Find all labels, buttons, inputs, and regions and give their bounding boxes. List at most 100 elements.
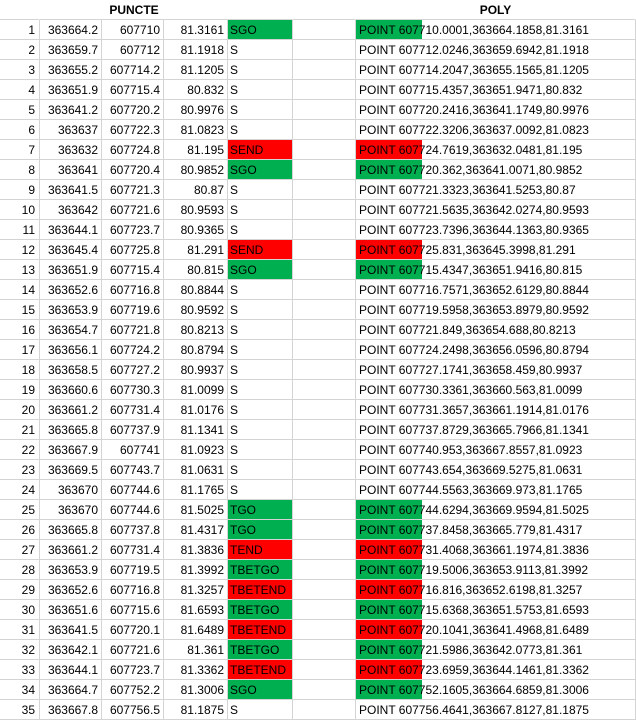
puncte-y-cell[interactable]: 363644.1 — [40, 220, 102, 240]
poly-cell[interactable]: POINT 607744.5563,363669.973,81.1765 — [356, 480, 636, 500]
puncte-x-cell[interactable]: 607752.2 — [102, 680, 164, 700]
puncte-y-cell[interactable]: 363670 — [40, 480, 102, 500]
row-number-cell[interactable]: 20 — [0, 400, 40, 420]
row-number-cell[interactable]: 2 — [0, 40, 40, 60]
code-cell[interactable]: SGO — [228, 20, 293, 40]
puncte-y-cell[interactable]: 363659.7 — [40, 40, 102, 60]
row-number-cell[interactable]: 13 — [0, 260, 40, 280]
row-number-cell[interactable]: 35 — [0, 700, 40, 720]
puncte-z-cell[interactable]: 81.3161 — [164, 20, 228, 40]
poly-cell[interactable]: POINT 607719.5006,363653.9113,81.3992 — [356, 560, 636, 580]
code-cell[interactable]: TBETGO — [228, 640, 293, 660]
puncte-y-cell[interactable]: 363642.1 — [40, 640, 102, 660]
empty-cell[interactable] — [293, 340, 356, 360]
empty-cell[interactable] — [293, 220, 356, 240]
poly-cell[interactable]: POINT 607731.3657,363661.1914,81.0176 — [356, 400, 636, 420]
empty-cell[interactable] — [293, 680, 356, 700]
row-number-cell[interactable]: 29 — [0, 580, 40, 600]
code-cell[interactable]: S — [228, 380, 293, 400]
puncte-x-cell[interactable]: 607727.2 — [102, 360, 164, 380]
code-cell[interactable]: SEND — [228, 140, 293, 160]
poly-cell[interactable]: POINT 607721.5986,363642.0773,81.361 — [356, 640, 636, 660]
puncte-x-cell[interactable]: 607721.6 — [102, 200, 164, 220]
empty-cell[interactable] — [293, 40, 356, 60]
row-number-cell[interactable]: 16 — [0, 320, 40, 340]
empty-header-cell[interactable] — [228, 0, 293, 20]
row-number-cell[interactable]: 14 — [0, 280, 40, 300]
puncte-y-cell[interactable]: 363665.8 — [40, 520, 102, 540]
empty-cell[interactable] — [293, 280, 356, 300]
poly-cell[interactable]: POINT 607756.4641,363667.8127,81.1875 — [356, 700, 636, 720]
poly-cell[interactable]: POINT 607715.4347,363651.9416,80.815 — [356, 260, 636, 280]
puncte-z-cell[interactable]: 80.8844 — [164, 280, 228, 300]
row-number-cell[interactable]: 7 — [0, 140, 40, 160]
puncte-x-cell[interactable]: 607710 — [102, 20, 164, 40]
puncte-y-cell[interactable]: 363651.6 — [40, 600, 102, 620]
puncte-y-cell[interactable]: 363644.1 — [40, 660, 102, 680]
empty-header-cell[interactable] — [293, 0, 356, 20]
puncte-z-cell[interactable]: 81.361 — [164, 640, 228, 660]
code-cell[interactable]: S — [228, 280, 293, 300]
empty-cell[interactable] — [293, 440, 356, 460]
poly-cell[interactable]: POINT 607737.8729,363665.7966,81.1341 — [356, 420, 636, 440]
empty-cell[interactable] — [293, 120, 356, 140]
poly-cell[interactable]: POINT 607743.654,363669.5275,81.0631 — [356, 460, 636, 480]
puncte-x-cell[interactable]: 607724.8 — [102, 140, 164, 160]
code-cell[interactable]: S — [228, 400, 293, 420]
poly-cell[interactable]: POINT 607731.4068,363661.1974,81.3836 — [356, 540, 636, 560]
puncte-z-cell[interactable]: 81.0631 — [164, 460, 228, 480]
puncte-z-cell[interactable]: 81.0176 — [164, 400, 228, 420]
empty-cell[interactable] — [293, 580, 356, 600]
poly-cell[interactable]: POINT 607719.5958,363653.8979,80.9592 — [356, 300, 636, 320]
empty-cell[interactable] — [293, 260, 356, 280]
puncte-y-cell[interactable]: 363660.6 — [40, 380, 102, 400]
puncte-y-cell[interactable]: 363642 — [40, 200, 102, 220]
puncte-z-cell[interactable]: 80.87 — [164, 180, 228, 200]
puncte-x-cell[interactable]: 607721.3 — [102, 180, 164, 200]
poly-cell[interactable]: POINT 607712.0246,363659.6942,81.1918 — [356, 40, 636, 60]
code-cell[interactable]: S — [228, 440, 293, 460]
row-number-cell[interactable]: 15 — [0, 300, 40, 320]
poly-cell[interactable]: POINT 607721.3323,363641.5253,80.87 — [356, 180, 636, 200]
row-number-cell[interactable]: 24 — [0, 480, 40, 500]
code-cell[interactable]: TBETGO — [228, 560, 293, 580]
empty-cell[interactable] — [293, 640, 356, 660]
empty-cell[interactable] — [293, 320, 356, 340]
puncte-z-cell[interactable]: 80.8794 — [164, 340, 228, 360]
poly-cell[interactable]: POINT 607727.1741,363658.459,80.9937 — [356, 360, 636, 380]
poly-cell[interactable]: POINT 607725.831,363645.3998,81.291 — [356, 240, 636, 260]
poly-cell[interactable]: POINT 607724.2498,363656.0596,80.8794 — [356, 340, 636, 360]
empty-cell[interactable] — [293, 300, 356, 320]
empty-cell[interactable] — [293, 500, 356, 520]
empty-cell[interactable] — [293, 660, 356, 680]
puncte-z-cell[interactable]: 81.1205 — [164, 60, 228, 80]
poly-cell[interactable]: POINT 607716.7571,363652.6129,80.8844 — [356, 280, 636, 300]
code-cell[interactable]: S — [228, 100, 293, 120]
puncte-x-cell[interactable]: 607741 — [102, 440, 164, 460]
puncte-y-cell[interactable]: 363653.9 — [40, 300, 102, 320]
puncte-x-cell[interactable]: 607712 — [102, 40, 164, 60]
poly-cell[interactable]: POINT 607730.3361,363660.563,81.0099 — [356, 380, 636, 400]
puncte-y-cell[interactable]: 363661.2 — [40, 400, 102, 420]
puncte-x-cell[interactable]: 607731.4 — [102, 540, 164, 560]
poly-cell[interactable]: POINT 607724.7619,363632.0481,81.195 — [356, 140, 636, 160]
puncte-z-cell[interactable]: 81.0923 — [164, 440, 228, 460]
puncte-z-cell[interactable]: 80.9976 — [164, 100, 228, 120]
puncte-y-cell[interactable]: 363661.2 — [40, 540, 102, 560]
row-number-cell[interactable]: 27 — [0, 540, 40, 560]
empty-cell[interactable] — [293, 60, 356, 80]
empty-cell[interactable] — [293, 620, 356, 640]
empty-cell[interactable] — [293, 400, 356, 420]
puncte-z-cell[interactable]: 80.9937 — [164, 360, 228, 380]
poly-cell[interactable]: POINT 607737.8458,363665.779,81.4317 — [356, 520, 636, 540]
puncte-z-cell[interactable]: 80.8213 — [164, 320, 228, 340]
puncte-x-cell[interactable]: 607721.6 — [102, 640, 164, 660]
puncte-x-cell[interactable]: 607716.8 — [102, 280, 164, 300]
code-cell[interactable]: S — [228, 340, 293, 360]
poly-cell[interactable]: POINT 607721.849,363654.688,80.8213 — [356, 320, 636, 340]
poly-cell[interactable]: POINT 607720.2416,363641.1749,80.9976 — [356, 100, 636, 120]
empty-cell[interactable] — [293, 380, 356, 400]
puncte-y-cell[interactable]: 363654.7 — [40, 320, 102, 340]
puncte-y-cell[interactable]: 363655.2 — [40, 60, 102, 80]
poly-cell[interactable]: POINT 607722.3206,363637.0092,81.0823 — [356, 120, 636, 140]
